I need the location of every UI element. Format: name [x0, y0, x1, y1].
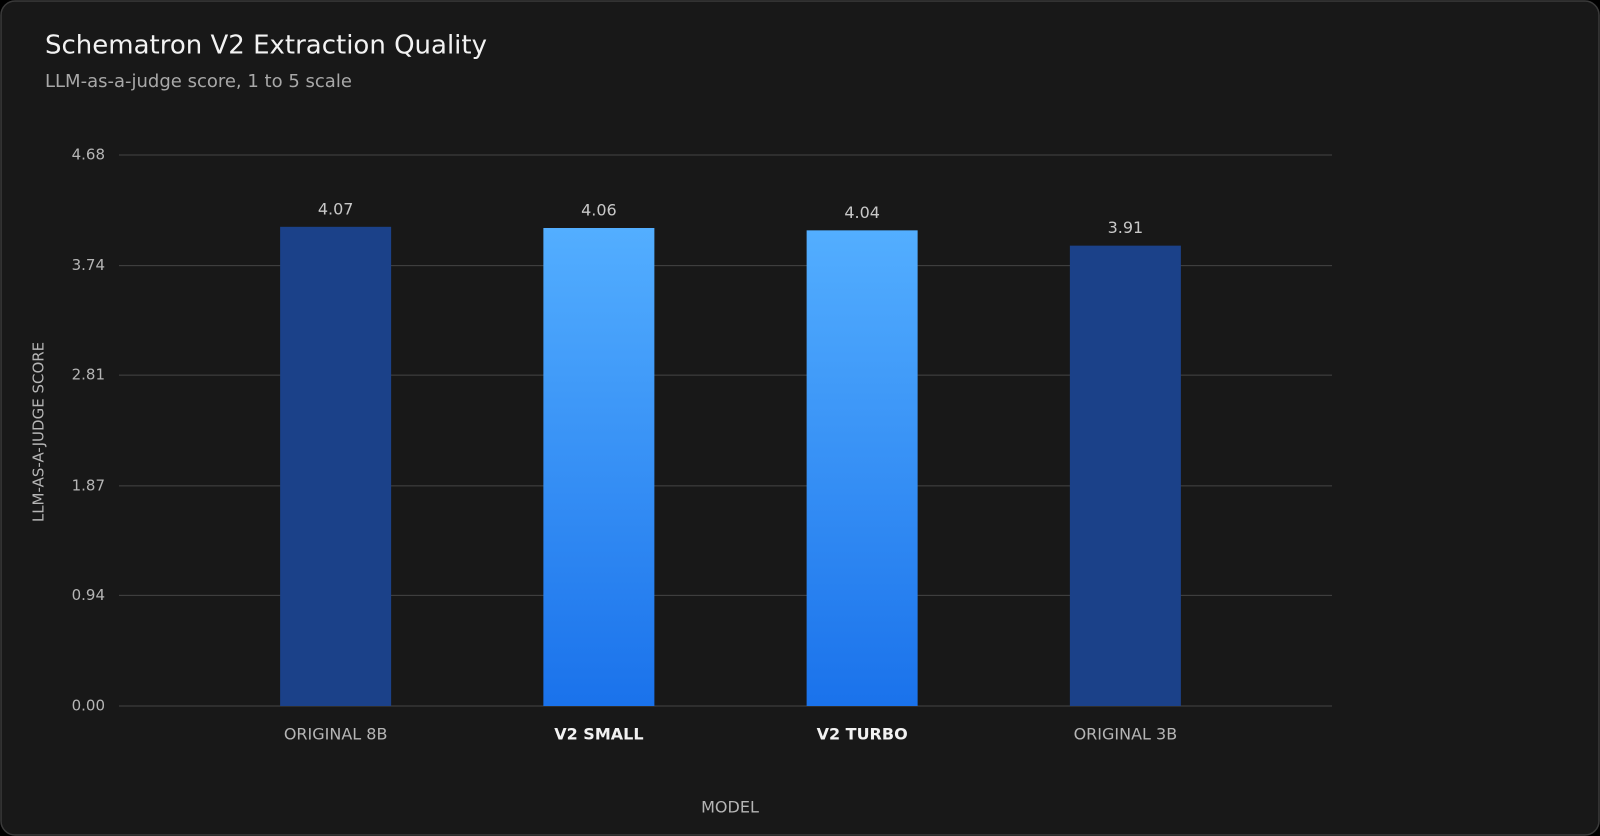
bar	[1069, 245, 1181, 706]
x-tick-label: ORIGINAL 3B	[1074, 725, 1178, 744]
x-tick-label: V2 TURBO	[817, 725, 908, 744]
y-axis-label: LLM-AS-A-JUDGE SCORE	[30, 342, 48, 522]
x-tick-label: V2 SMALL	[554, 725, 643, 744]
bar	[280, 226, 392, 707]
y-tick-label: 2.81	[72, 366, 105, 384]
bar	[806, 230, 918, 706]
value-label: 4.04	[844, 203, 880, 222]
y-tick-label: 0.94	[72, 586, 105, 604]
value-label: 3.91	[1108, 218, 1144, 237]
y-tick-label: 1.87	[72, 476, 105, 494]
y-tick-label: 4.68	[72, 146, 105, 164]
x-tick-label: ORIGINAL 8B	[284, 725, 388, 744]
value-label: 4.07	[318, 199, 354, 218]
x-axis-label: MODEL	[701, 798, 759, 817]
bar	[543, 227, 655, 706]
y-tick-label: 0.00	[72, 697, 105, 715]
value-label: 4.06	[581, 200, 617, 219]
chart-title: Schematron V2 Extraction Quality	[45, 31, 487, 61]
chart-subtitle: LLM-as-a-judge score, 1 to 5 scale	[45, 71, 352, 92]
y-tick-label: 3.74	[72, 256, 105, 274]
